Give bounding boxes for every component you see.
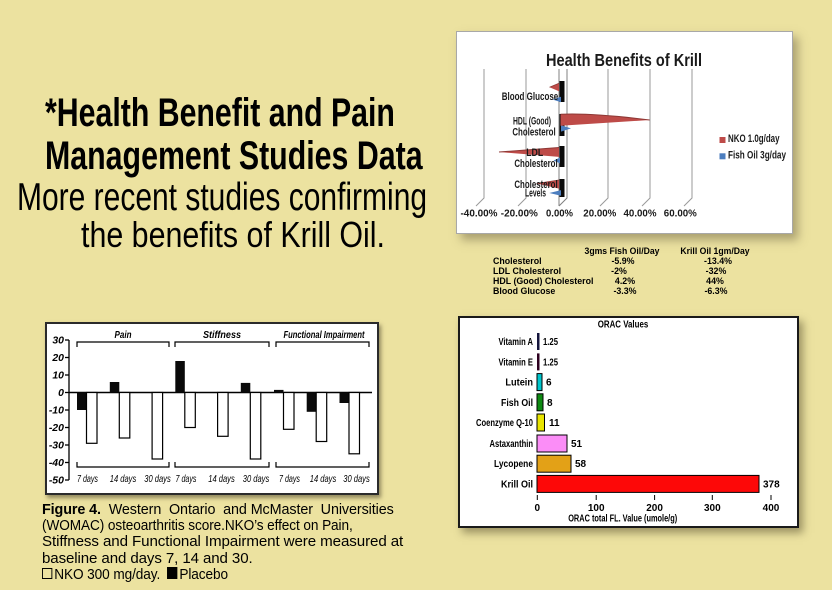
svg-text:Cholesterol: Cholesterol (512, 127, 555, 139)
svg-text:Functional Impairment: Functional Impairment (284, 329, 365, 341)
svg-text:14 days: 14 days (310, 473, 337, 485)
svg-text:Stiffness: Stiffness (203, 329, 241, 341)
svg-text:-30: -30 (49, 439, 64, 451)
svg-text:30: 30 (52, 334, 64, 346)
svg-text:1.25: 1.25 (543, 337, 558, 348)
svg-text:20.00%: 20.00% (583, 208, 617, 220)
svg-text:6: 6 (546, 378, 552, 389)
svg-text:Fish Oil 3g/day: Fish Oil 3g/day (728, 149, 787, 161)
svg-text:11: 11 (549, 418, 560, 429)
svg-text:7 days: 7 days (279, 473, 301, 485)
svg-text:Health Benefits of Krill: Health Benefits of Krill (546, 50, 702, 70)
svg-text:40.00%: 40.00% (624, 208, 658, 220)
svg-text:Coenzyme Q-10: Coenzyme Q-10 (476, 418, 533, 429)
svg-text:-50: -50 (49, 474, 64, 486)
svg-text:Cholesterol: Cholesterol (514, 179, 557, 191)
svg-text:-20.00%: -20.00% (501, 208, 539, 220)
svg-text:Pain: Pain (115, 329, 132, 341)
svg-text:Lycopene: Lycopene (494, 459, 533, 470)
svg-text:HDL (Good): HDL (Good) (513, 116, 551, 128)
svg-text:-20: -20 (49, 422, 64, 434)
svg-text:0: 0 (535, 503, 541, 514)
svg-text:60.00%: 60.00% (664, 208, 698, 220)
svg-text:Lutein: Lutein (505, 378, 533, 389)
svg-text:Fish Oil: Fish Oil (501, 398, 533, 409)
svg-text:-10: -10 (49, 404, 64, 416)
svg-text:0.00%: 0.00% (546, 208, 574, 220)
svg-text:8: 8 (547, 398, 553, 409)
svg-text:200: 200 (646, 503, 663, 514)
svg-text:100: 100 (588, 503, 605, 514)
svg-text:Cholesterol: Cholesterol (514, 158, 557, 170)
svg-text:378: 378 (763, 479, 780, 490)
svg-text:ORAC total FL. Value (umole/g): ORAC total FL. Value (umole/g) (568, 514, 677, 525)
svg-text:14 days: 14 days (110, 473, 137, 485)
svg-text:30 days: 30 days (343, 473, 370, 485)
svg-text:Vitamin A: Vitamin A (499, 337, 534, 348)
svg-text:NKO 1.0g/day: NKO 1.0g/day (728, 133, 780, 145)
svg-text:20: 20 (51, 352, 64, 364)
svg-text:Levels: Levels (525, 188, 546, 200)
svg-text:ORAC Values: ORAC Values (598, 320, 649, 331)
svg-text:30 days: 30 days (243, 473, 270, 485)
svg-text:14 days: 14 days (208, 473, 235, 485)
svg-text:Blood Glucose: Blood Glucose (502, 91, 559, 103)
svg-text:-40.00%: -40.00% (461, 208, 499, 220)
svg-text:LDL: LDL (526, 147, 543, 159)
svg-text:0: 0 (58, 387, 64, 399)
svg-text:51: 51 (571, 439, 583, 450)
svg-text:1.25: 1.25 (543, 357, 558, 368)
svg-text:300: 300 (704, 503, 721, 514)
svg-text:Astaxanthin: Astaxanthin (490, 439, 534, 450)
svg-text:30 days: 30 days (144, 473, 171, 485)
svg-text:10: 10 (52, 369, 64, 381)
svg-text:400: 400 (763, 503, 780, 514)
svg-text:-40: -40 (49, 457, 64, 469)
svg-text:7 days: 7 days (77, 473, 99, 485)
svg-text:58: 58 (575, 459, 587, 470)
svg-text:7 days: 7 days (176, 473, 198, 485)
svg-text:Vitamin E: Vitamin E (499, 357, 534, 368)
svg-text:Krill Oil: Krill Oil (501, 479, 533, 490)
